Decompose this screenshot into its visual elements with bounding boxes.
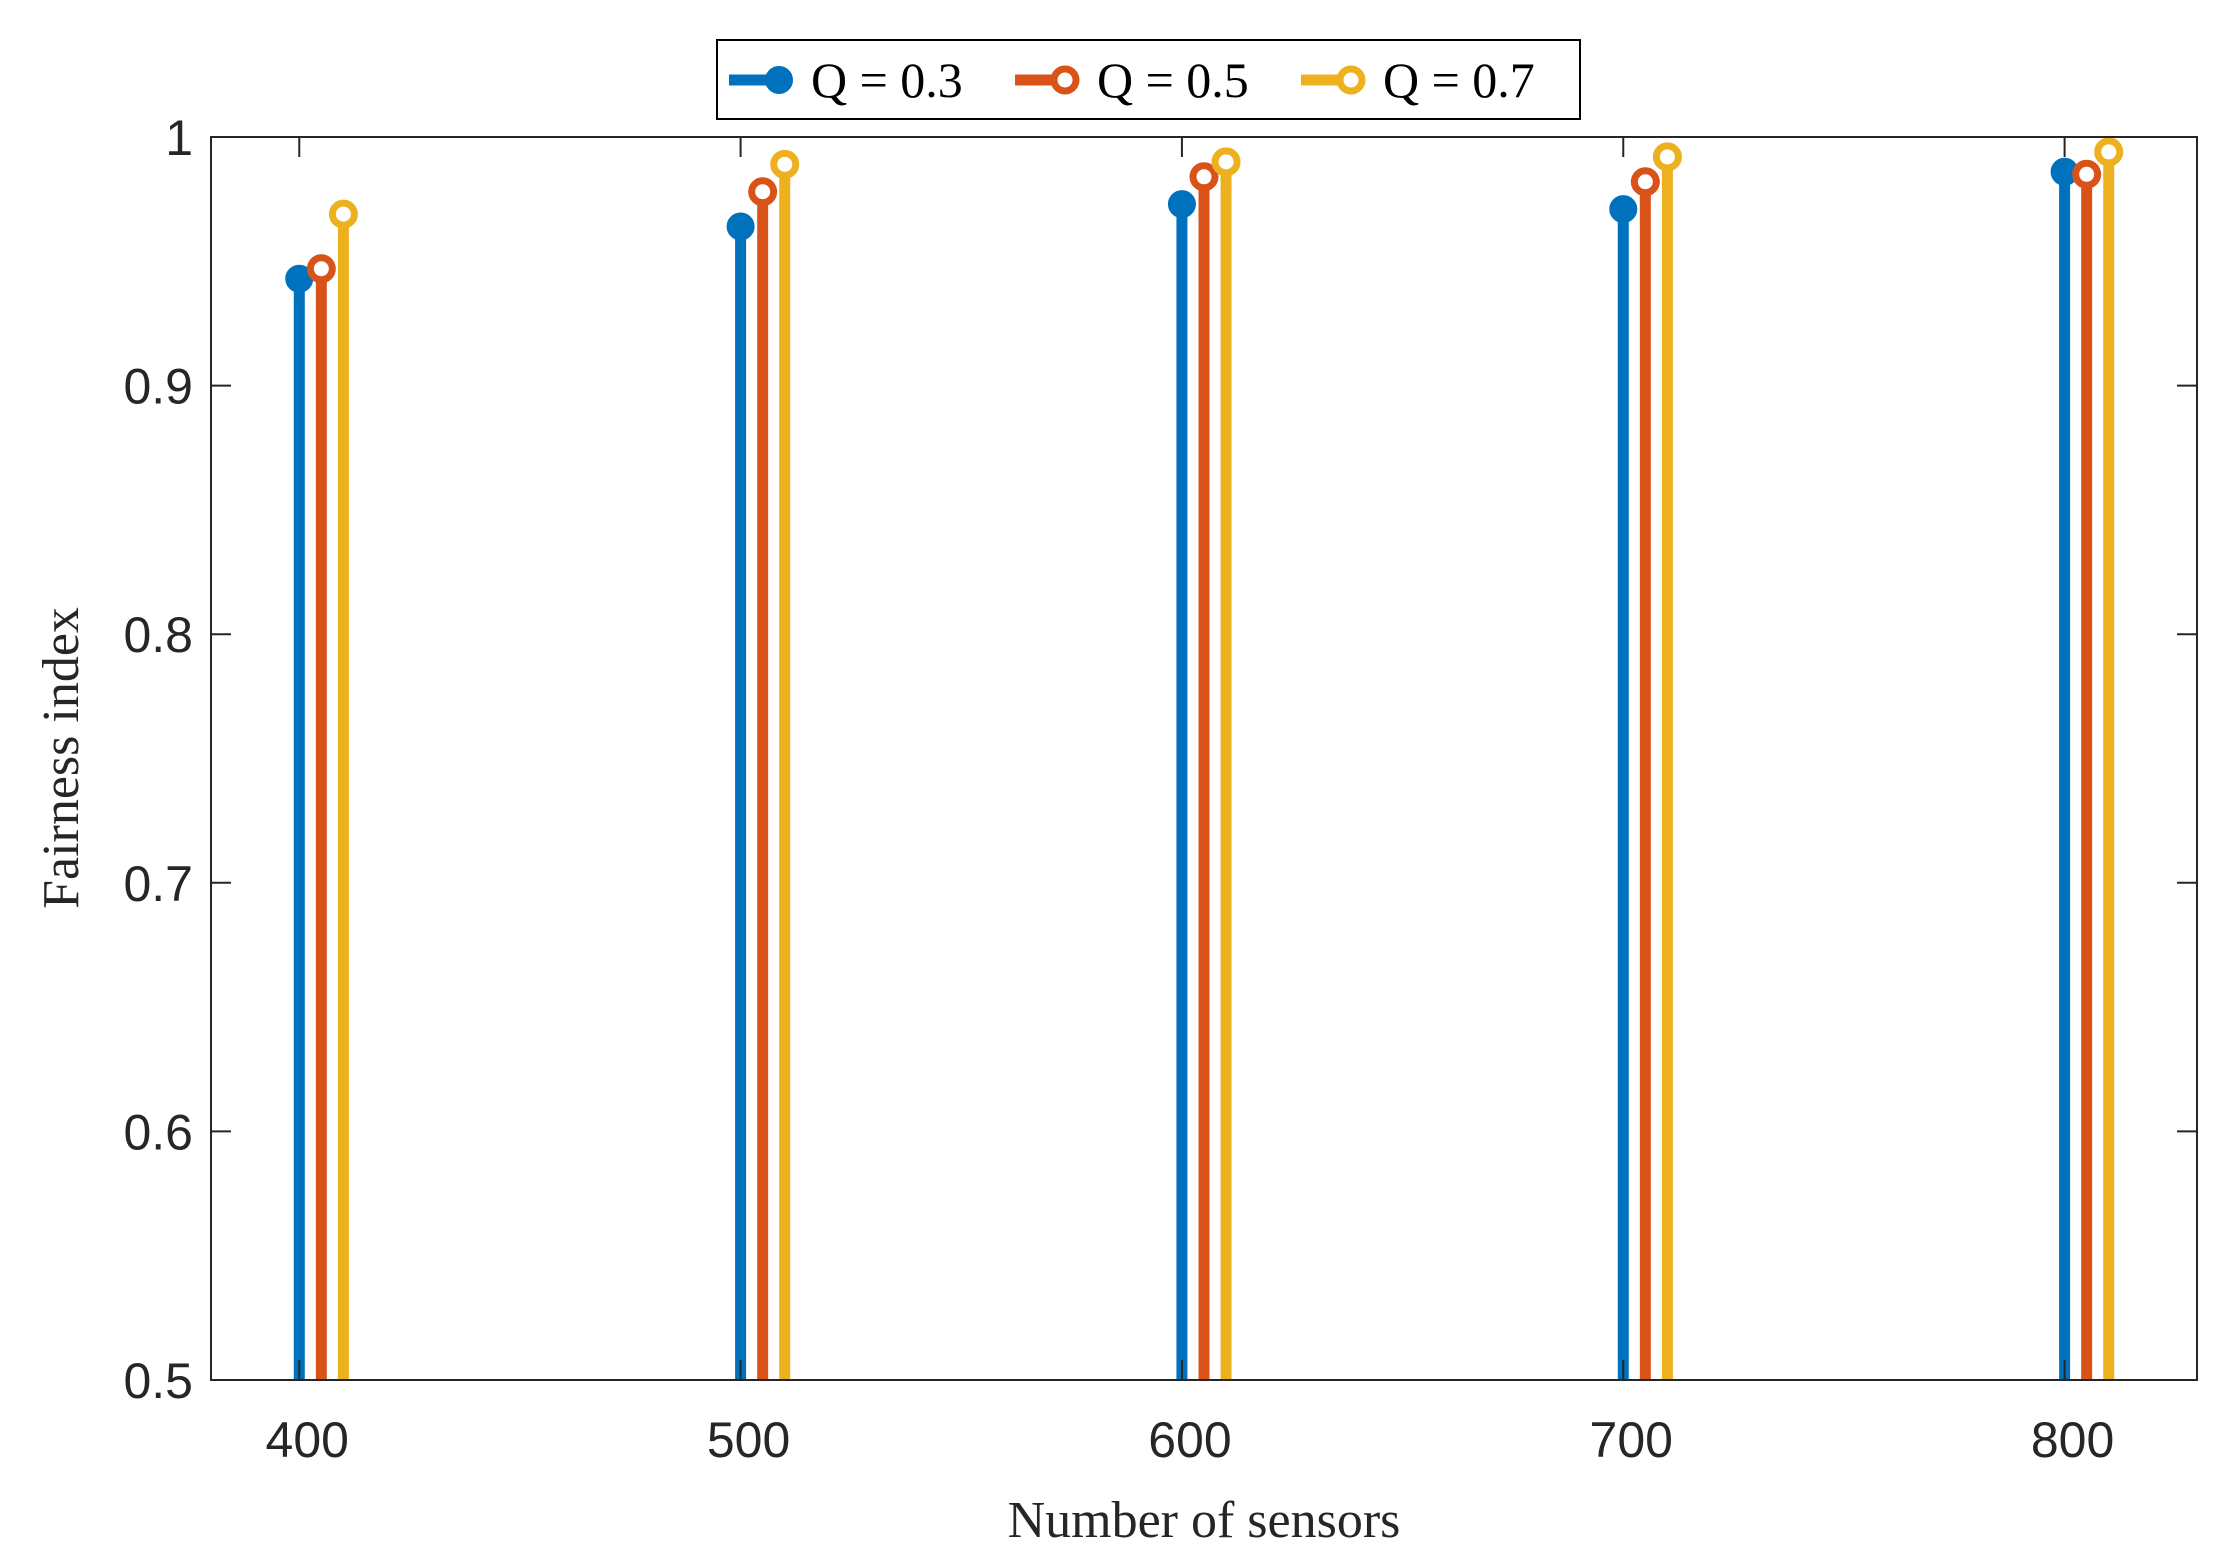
legend-label: Q = 0.5 — [1097, 52, 1249, 108]
stem-marker — [306, 254, 336, 284]
stem-marker — [1630, 167, 1660, 197]
x-tick-label: 700 — [1590, 1412, 1673, 1468]
legend-marker — [1336, 65, 1366, 95]
legend: Q = 0.3 Q = 0.5 Q = 0.7 — [716, 39, 1581, 120]
stem-marker — [2072, 159, 2102, 189]
stem-marker — [328, 199, 358, 229]
stem-marker — [1167, 190, 1196, 219]
legend-entry-3: Q = 0.7 — [1301, 52, 1535, 108]
x-axis-title: Number of sensors — [1008, 1492, 1401, 1549]
y-tick-label: 0.6 — [123, 1104, 193, 1160]
stem-marker — [1609, 195, 1638, 224]
series-3 — [328, 137, 2124, 1380]
y-tick-label: 0.5 — [123, 1353, 193, 1409]
x-tick-label: 800 — [2031, 1412, 2114, 1468]
axis-ticks — [211, 136, 2197, 1381]
y-tick-label: 0.7 — [123, 856, 193, 912]
x-tick-label: 400 — [266, 1412, 349, 1468]
legend-box — [716, 39, 1581, 120]
y-axis-title: Fairness index — [33, 607, 90, 909]
y-tick-label: 0.8 — [123, 607, 193, 663]
axes-box — [210, 136, 2198, 1381]
series-2 — [306, 159, 2102, 1380]
x-tick-labels: 400 500 600 700 800 — [266, 1412, 2115, 1468]
y-tick-label: 0.9 — [123, 359, 193, 415]
series-1 — [285, 157, 2079, 1380]
stem-marker — [1189, 162, 1219, 192]
y-tick-labels: 0.5 0.6 0.7 0.8 0.9 1 — [123, 110, 193, 1409]
legend-entry-1: Q = 0.3 — [729, 52, 963, 108]
plot-area — [285, 137, 2124, 1380]
stem-marker — [770, 149, 800, 179]
y-tick-label: 1 — [165, 110, 193, 166]
stem-marker — [748, 177, 778, 207]
legend-marker — [765, 66, 793, 94]
x-tick-label: 500 — [707, 1412, 790, 1468]
legend-marker — [1050, 65, 1080, 95]
stem-marker — [726, 212, 755, 241]
stem-marker — [2094, 137, 2124, 167]
stem-marker — [1211, 147, 1241, 177]
legend-label: Q = 0.3 — [811, 52, 963, 108]
x-tick-label: 600 — [1148, 1412, 1231, 1468]
legend-label: Q = 0.7 — [1383, 52, 1535, 108]
stem-marker — [1652, 142, 1682, 172]
legend-entry-2: Q = 0.5 — [1015, 52, 1249, 108]
